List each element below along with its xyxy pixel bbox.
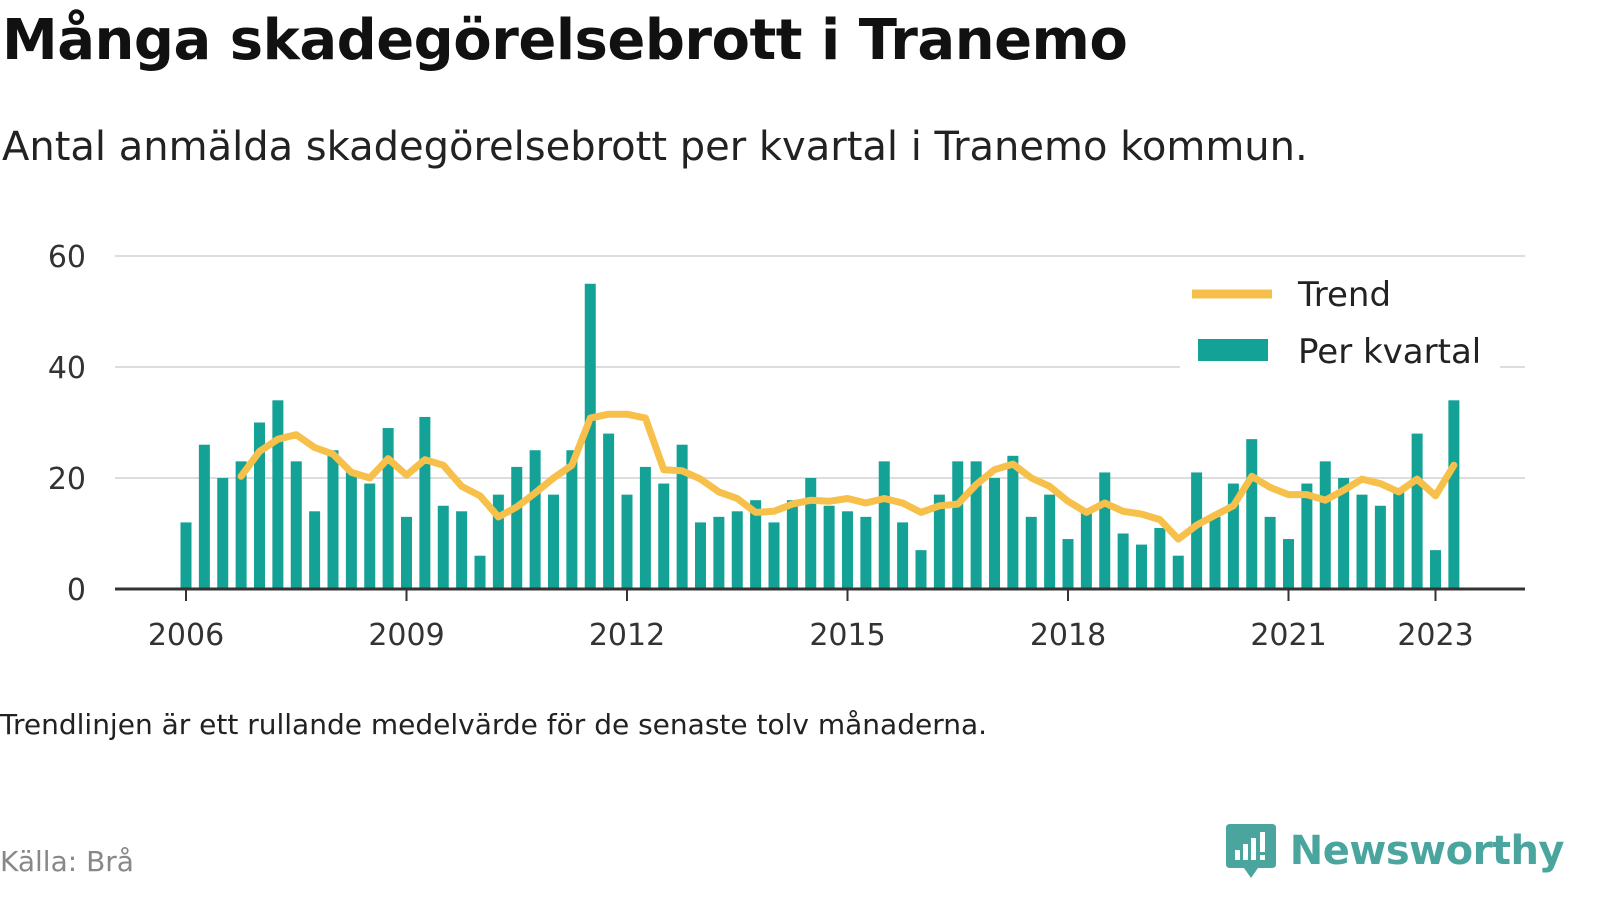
bar xyxy=(456,511,468,589)
bar xyxy=(1191,472,1203,589)
bar xyxy=(235,461,247,589)
bar xyxy=(1338,478,1350,589)
bar xyxy=(345,472,357,589)
footnote: Trendlinjen är ett rullande medelvärde f… xyxy=(0,708,988,741)
bar xyxy=(1374,505,1386,589)
bar xyxy=(309,511,321,589)
bar xyxy=(566,450,578,589)
bar xyxy=(1044,494,1056,589)
axis-layer: 2006 2009 2012 2015 2018 2021 2023 xyxy=(115,587,1525,653)
bar xyxy=(952,461,964,589)
line-layer xyxy=(237,410,1458,543)
newsworthy-logo-icon xyxy=(1225,824,1276,878)
bar xyxy=(786,500,798,589)
x-tick-label: 2018 xyxy=(1030,618,1106,653)
trend-line xyxy=(237,410,1458,543)
legend-bars-label: Per kvartal xyxy=(1298,332,1481,372)
bar xyxy=(1080,511,1092,589)
bar xyxy=(897,522,909,589)
legend-trend-label: Trend xyxy=(1297,275,1391,315)
bar xyxy=(1246,439,1258,589)
bar xyxy=(1025,516,1037,589)
bar xyxy=(768,522,780,589)
bar xyxy=(529,450,541,589)
y-tick-label: 40 xyxy=(48,351,86,386)
bar xyxy=(989,478,1000,589)
bar xyxy=(180,522,192,589)
bar xyxy=(290,461,302,589)
bar xyxy=(878,461,890,589)
y-tick-label: 60 xyxy=(48,240,86,275)
bar xyxy=(823,505,835,589)
bar xyxy=(1393,489,1405,589)
brand-logo[interactable]: Newsworthy xyxy=(1224,822,1565,880)
brand-name: Newsworthy xyxy=(1289,828,1565,874)
bar xyxy=(1448,400,1460,589)
x-tick-label: 2012 xyxy=(589,618,665,653)
bar xyxy=(1062,539,1074,589)
bar xyxy=(1099,472,1111,589)
bar xyxy=(1411,433,1423,589)
bar xyxy=(915,550,927,589)
bar xyxy=(676,444,688,589)
bar xyxy=(492,494,504,589)
bar xyxy=(1430,550,1441,589)
bar xyxy=(970,461,982,589)
bar xyxy=(639,466,651,589)
legend-bars-swatch xyxy=(1198,339,1268,361)
bar xyxy=(1319,461,1331,589)
bar-layer xyxy=(180,283,1460,589)
bar xyxy=(658,483,670,589)
bar xyxy=(327,450,339,589)
bar xyxy=(1136,544,1147,589)
bar xyxy=(805,478,817,589)
y-tick-label: 0 xyxy=(67,573,86,608)
x-tick-label: 2009 xyxy=(368,618,444,653)
bar xyxy=(474,555,486,589)
bar xyxy=(1356,494,1368,589)
chart-title: Många skadegörelsebrott i Tranemo xyxy=(2,8,1128,73)
bar xyxy=(1172,555,1184,589)
bar xyxy=(1283,539,1294,589)
bar xyxy=(1227,483,1239,589)
chart-subtitle: Antal anmälda skadegörelsebrott per kvar… xyxy=(2,124,1308,170)
bar xyxy=(842,511,853,589)
source-label: Källa: Brå xyxy=(0,845,134,878)
x-tick-label: 2021 xyxy=(1250,618,1326,653)
bar xyxy=(713,516,725,589)
x-tick-label: 2015 xyxy=(809,618,885,653)
bar xyxy=(695,522,706,589)
x-tick-label: 2006 xyxy=(148,618,224,653)
bar xyxy=(584,283,596,589)
bar xyxy=(750,500,762,589)
bar xyxy=(1154,527,1166,589)
x-tick-label: 2023 xyxy=(1397,618,1473,653)
legend: Trend Per kvartal xyxy=(1180,266,1500,376)
bar xyxy=(382,428,394,589)
bar xyxy=(1301,483,1313,589)
bar xyxy=(437,505,449,589)
grid-layer: 0 20 40 60 xyxy=(48,240,1525,608)
chart: 0 20 40 60 2006 2009 2012 2015 2018 2021 2023 Tre… xyxy=(48,240,1525,653)
bar xyxy=(1117,533,1129,589)
y-tick-label: 20 xyxy=(48,462,86,497)
bar xyxy=(511,466,523,589)
bar xyxy=(933,494,945,589)
bar xyxy=(1209,516,1221,589)
bar xyxy=(198,444,210,589)
bar xyxy=(419,416,431,589)
bar xyxy=(548,494,559,589)
bar xyxy=(603,433,615,589)
bar xyxy=(364,483,376,589)
bar xyxy=(731,511,743,589)
bar xyxy=(621,494,633,589)
bar xyxy=(272,400,284,589)
bar xyxy=(254,422,265,589)
bar xyxy=(401,516,412,589)
bar xyxy=(217,478,229,589)
bar xyxy=(860,516,872,589)
bar xyxy=(1264,516,1276,589)
bar xyxy=(1007,455,1019,589)
